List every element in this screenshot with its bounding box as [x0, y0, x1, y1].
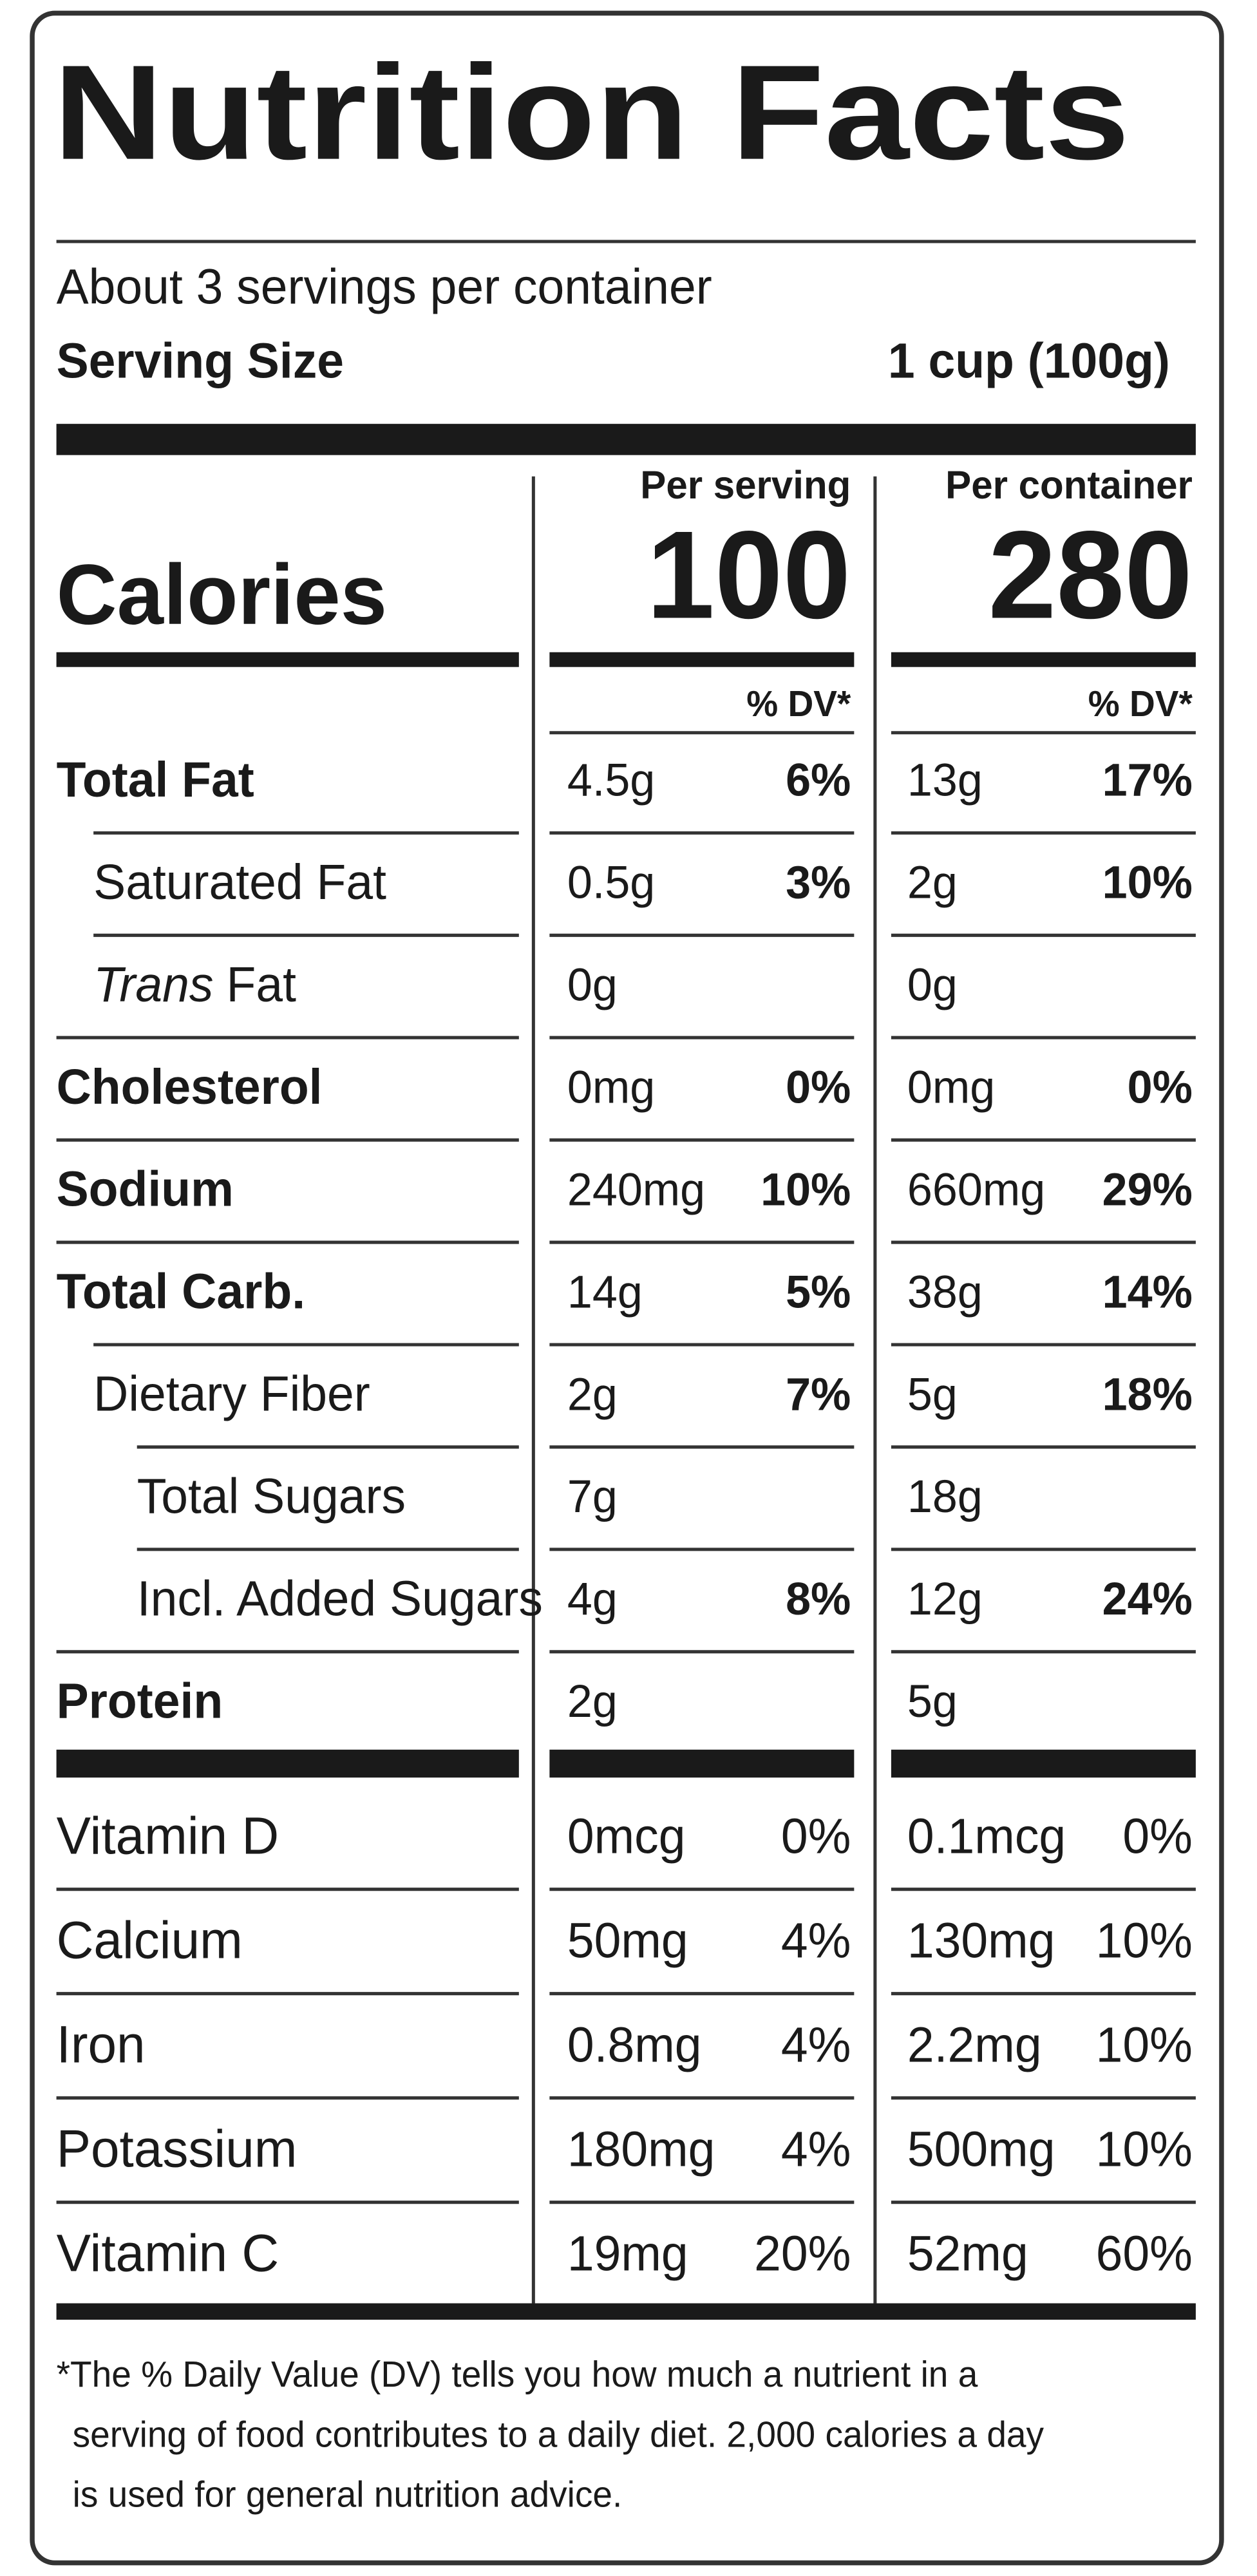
daily-value: 7% — [786, 1368, 851, 1420]
amount: 52mg — [907, 2226, 1028, 2282]
daily-value: 6% — [786, 754, 851, 806]
thick-rule — [56, 652, 519, 667]
nutrient-name: Saturated Fat — [93, 855, 386, 910]
amount: 50mg — [567, 1913, 688, 1969]
column-header: Per serving — [640, 462, 851, 507]
amount: 240mg — [567, 1164, 705, 1215]
amount: 4g — [567, 1573, 618, 1625]
nutrient-name: Cholesterol — [57, 1059, 323, 1115]
daily-value: 20% — [754, 2226, 851, 2282]
daily-value: 3% — [786, 857, 851, 908]
daily-value: 8% — [786, 1573, 851, 1625]
amount: 2g — [907, 857, 958, 908]
footnote: serving of food contributes to a daily d… — [73, 2414, 1044, 2455]
daily-value: 0% — [1122, 1809, 1193, 1864]
daily-value: 0% — [786, 1061, 851, 1113]
calories-value: 280 — [988, 505, 1193, 645]
dv-header: % DV* — [1088, 683, 1193, 724]
amount: 4.5g — [567, 754, 655, 806]
thick-rule — [891, 1749, 1196, 1778]
serving-size-label: Serving Size — [57, 334, 344, 389]
amount: 0.5g — [567, 857, 655, 908]
daily-value: 4% — [781, 1913, 851, 1969]
nutrient-name: Trans Fat — [93, 957, 296, 1012]
nutrient-name: Total Carb. — [57, 1264, 305, 1320]
vitamin-name: Vitamin C — [57, 2224, 279, 2283]
daily-value: 17% — [1102, 754, 1193, 806]
daily-value: 0% — [781, 1809, 851, 1864]
amount: 7g — [567, 1471, 618, 1522]
daily-value: 10% — [1096, 2122, 1193, 2177]
daily-value: 18% — [1102, 1368, 1193, 1420]
footnote: is used for general nutrition advice. — [73, 2474, 623, 2515]
vitamin-name: Calcium — [57, 1911, 243, 1970]
nutrient-name-italic: Trans — [93, 957, 213, 1012]
nutrient-name-rest: Fat — [226, 957, 296, 1012]
amount: 0mcg — [567, 1809, 686, 1864]
daily-value: 24% — [1102, 1573, 1193, 1625]
daily-value: 10% — [1096, 2018, 1193, 2073]
title: Nutrition Facts — [53, 37, 1130, 187]
daily-value: 4% — [781, 2018, 851, 2073]
calories-value: 100 — [647, 505, 851, 645]
amount: 5g — [907, 1675, 958, 1727]
thick-rule — [549, 1749, 855, 1778]
footnote: *The % Daily Value (DV) tells you how mu… — [57, 2354, 978, 2395]
amount: 180mg — [567, 2122, 715, 2177]
dv-header: % DV* — [746, 683, 851, 724]
amount: 0.8mg — [567, 2018, 702, 2073]
amount: 19mg — [567, 2226, 688, 2282]
amount: 5g — [907, 1368, 958, 1420]
nutrient-name: Sodium — [57, 1162, 234, 1217]
servings: About 3 servings per container — [57, 260, 712, 315]
nutrient-name: Total Fat — [57, 752, 254, 808]
vitamin-name: Iron — [57, 2016, 146, 2074]
amount: 14g — [567, 1266, 643, 1318]
amount: 130mg — [907, 1913, 1055, 1969]
thick-rule — [549, 652, 855, 667]
amount: 0mg — [907, 1061, 995, 1113]
nutrient-name: Dietary Fiber — [93, 1367, 370, 1422]
amount: 2g — [567, 1675, 618, 1727]
rows: Total Fat 4.5g 6% 13g 17% Saturated Fat 0.5g 3%… — [56, 752, 1196, 2515]
calories-label: Calories — [57, 547, 387, 642]
daily-value: 10% — [1102, 857, 1193, 908]
label-border — [30, 10, 1224, 2566]
amount: 0g — [907, 959, 958, 1010]
thick-rule — [56, 2303, 1196, 2320]
nutrient-name: Total Sugars — [137, 1469, 406, 1524]
thick-rule — [891, 652, 1196, 667]
daily-value: 5% — [786, 1266, 851, 1318]
amount: 660mg — [907, 1164, 1045, 1215]
column-header: Per container — [945, 462, 1193, 507]
daily-value: 29% — [1102, 1164, 1193, 1215]
vitamin-name: Vitamin D — [57, 1807, 279, 1866]
daily-value: 14% — [1102, 1266, 1193, 1318]
nutrient-name: Incl. Added Sugars — [137, 1571, 543, 1627]
thick-rule — [56, 1749, 519, 1778]
daily-value: 0% — [1128, 1061, 1193, 1113]
amount: 12g — [907, 1573, 983, 1625]
nutrient-name: Protein — [57, 1674, 223, 1729]
amount: 2.2mg — [907, 2018, 1042, 2073]
daily-value: 60% — [1096, 2226, 1193, 2282]
amount: 2g — [567, 1368, 618, 1420]
vitamin-name: Potassium — [57, 2120, 298, 2179]
daily-value: 10% — [1096, 1913, 1193, 1969]
amount: 0.1mcg — [907, 1809, 1066, 1864]
daily-value: 10% — [761, 1164, 851, 1215]
amount: 38g — [907, 1266, 983, 1318]
serving-size-value: 1 cup (100g) — [888, 334, 1170, 389]
daily-value: 4% — [781, 2122, 851, 2177]
amount: 500mg — [907, 2122, 1055, 2177]
amount: 0g — [567, 959, 618, 1010]
thick-rule — [56, 424, 1196, 455]
amount: 13g — [907, 754, 983, 806]
amount: 0mg — [567, 1061, 655, 1113]
amount: 18g — [907, 1471, 983, 1522]
